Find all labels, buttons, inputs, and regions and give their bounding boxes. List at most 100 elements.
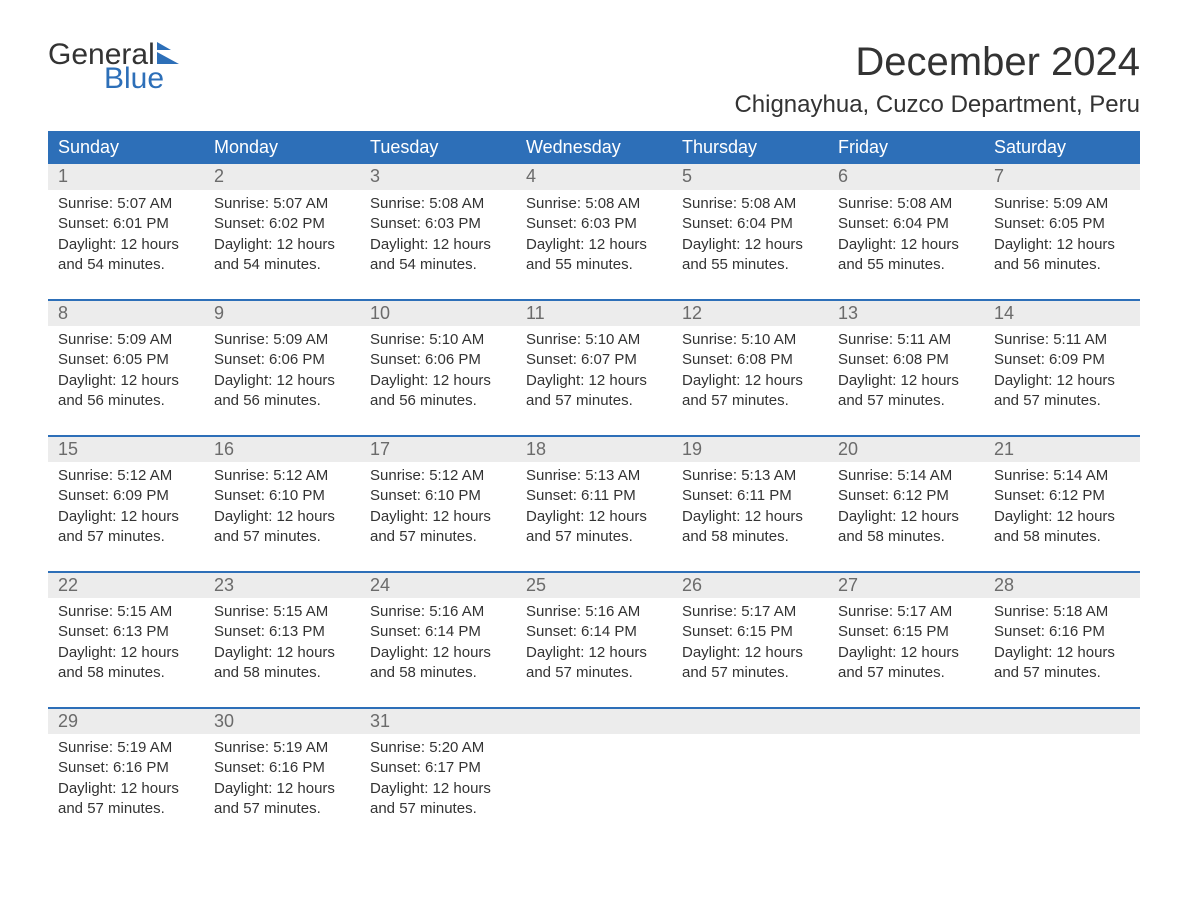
sunrise-text: Sunrise: 5:10 AM (370, 330, 506, 350)
day-body-cell: Sunrise: 5:19 AMSunset: 6:16 PMDaylight:… (204, 734, 360, 843)
day-body-cell: Sunrise: 5:10 AMSunset: 6:07 PMDaylight:… (516, 326, 672, 436)
sunrise-text: Sunrise: 5:07 AM (214, 194, 350, 214)
day-body-cell: Sunrise: 5:13 AMSunset: 6:11 PMDaylight:… (516, 462, 672, 572)
sunset-text: Sunset: 6:09 PM (994, 350, 1130, 370)
brand-logo: General Blue (48, 40, 187, 94)
daylight-line1: Daylight: 12 hours (526, 371, 662, 391)
daylight-line2: and 56 minutes. (58, 391, 194, 411)
daylight-line1: Daylight: 12 hours (994, 643, 1130, 663)
sunset-text: Sunset: 6:16 PM (214, 758, 350, 778)
day-number-cell: 14 (984, 300, 1140, 326)
sunrise-text: Sunrise: 5:08 AM (682, 194, 818, 214)
sunset-text: Sunset: 6:08 PM (838, 350, 974, 370)
day-number-cell: 16 (204, 436, 360, 462)
weekday-header-row: Sunday Monday Tuesday Wednesday Thursday… (48, 131, 1140, 164)
sunset-text: Sunset: 6:06 PM (370, 350, 506, 370)
day-number-cell: 17 (360, 436, 516, 462)
day-body-cell (984, 734, 1140, 843)
sunset-text: Sunset: 6:02 PM (214, 214, 350, 234)
sunset-text: Sunset: 6:06 PM (214, 350, 350, 370)
sunset-text: Sunset: 6:13 PM (214, 622, 350, 642)
daylight-line1: Daylight: 12 hours (214, 507, 350, 527)
sunrise-text: Sunrise: 5:14 AM (838, 466, 974, 486)
day-number-cell: 7 (984, 164, 1140, 190)
sunrise-text: Sunrise: 5:12 AM (370, 466, 506, 486)
day-body-cell: Sunrise: 5:20 AMSunset: 6:17 PMDaylight:… (360, 734, 516, 843)
sunrise-text: Sunrise: 5:17 AM (682, 602, 818, 622)
sunset-text: Sunset: 6:15 PM (838, 622, 974, 642)
daylight-line2: and 57 minutes. (994, 391, 1130, 411)
daylight-line2: and 58 minutes. (838, 527, 974, 547)
sunrise-text: Sunrise: 5:16 AM (370, 602, 506, 622)
sunset-text: Sunset: 6:08 PM (682, 350, 818, 370)
daylight-line2: and 57 minutes. (526, 391, 662, 411)
sunrise-text: Sunrise: 5:10 AM (526, 330, 662, 350)
daylight-line1: Daylight: 12 hours (682, 371, 818, 391)
day-body-cell: Sunrise: 5:07 AMSunset: 6:01 PMDaylight:… (48, 190, 204, 300)
sunset-text: Sunset: 6:04 PM (838, 214, 974, 234)
daylight-line1: Daylight: 12 hours (214, 235, 350, 255)
daylight-line2: and 57 minutes. (214, 527, 350, 547)
daylight-line2: and 57 minutes. (370, 799, 506, 819)
daylight-line2: and 57 minutes. (838, 663, 974, 683)
sunrise-text: Sunrise: 5:17 AM (838, 602, 974, 622)
location: Chignayhua, Cuzco Department, Peru (734, 91, 1140, 119)
daylight-line2: and 54 minutes. (370, 255, 506, 275)
day-number-cell: 24 (360, 572, 516, 598)
day-number-cell: 18 (516, 436, 672, 462)
sunset-text: Sunset: 6:11 PM (682, 486, 818, 506)
daylight-line1: Daylight: 12 hours (838, 371, 974, 391)
sunset-text: Sunset: 6:12 PM (838, 486, 974, 506)
weekday-header: Friday (828, 131, 984, 164)
day-number-cell: 19 (672, 436, 828, 462)
sunset-text: Sunset: 6:03 PM (526, 214, 662, 234)
daylight-line2: and 57 minutes. (994, 663, 1130, 683)
sunset-text: Sunset: 6:16 PM (994, 622, 1130, 642)
day-body-cell: Sunrise: 5:15 AMSunset: 6:13 PMDaylight:… (48, 598, 204, 708)
sunrise-text: Sunrise: 5:11 AM (838, 330, 974, 350)
day-body-cell: Sunrise: 5:08 AMSunset: 6:04 PMDaylight:… (672, 190, 828, 300)
sunrise-text: Sunrise: 5:20 AM (370, 738, 506, 758)
day-body-row: Sunrise: 5:12 AMSunset: 6:09 PMDaylight:… (48, 462, 1140, 572)
sunrise-text: Sunrise: 5:19 AM (214, 738, 350, 758)
day-number-cell: 31 (360, 708, 516, 734)
day-body-cell: Sunrise: 5:12 AMSunset: 6:09 PMDaylight:… (48, 462, 204, 572)
day-number-cell: 2 (204, 164, 360, 190)
daylight-line2: and 57 minutes. (838, 391, 974, 411)
daylight-line1: Daylight: 12 hours (838, 507, 974, 527)
sunset-text: Sunset: 6:09 PM (58, 486, 194, 506)
sunrise-text: Sunrise: 5:13 AM (526, 466, 662, 486)
day-number-cell: 27 (828, 572, 984, 598)
daylight-line2: and 57 minutes. (526, 663, 662, 683)
day-body-cell: Sunrise: 5:08 AMSunset: 6:03 PMDaylight:… (516, 190, 672, 300)
day-body-cell: Sunrise: 5:17 AMSunset: 6:15 PMDaylight:… (828, 598, 984, 708)
daylight-line2: and 56 minutes. (994, 255, 1130, 275)
day-number-cell: 12 (672, 300, 828, 326)
daylight-line2: and 56 minutes. (370, 391, 506, 411)
day-body-cell: Sunrise: 5:07 AMSunset: 6:02 PMDaylight:… (204, 190, 360, 300)
sunset-text: Sunset: 6:05 PM (58, 350, 194, 370)
day-number-cell: 4 (516, 164, 672, 190)
daylight-line2: and 57 minutes. (526, 527, 662, 547)
daylight-line2: and 56 minutes. (214, 391, 350, 411)
day-number-cell: 5 (672, 164, 828, 190)
daynum-row: 891011121314 (48, 300, 1140, 326)
day-body-row: Sunrise: 5:09 AMSunset: 6:05 PMDaylight:… (48, 326, 1140, 436)
sunset-text: Sunset: 6:16 PM (58, 758, 194, 778)
weekday-header: Saturday (984, 131, 1140, 164)
sunrise-text: Sunrise: 5:09 AM (214, 330, 350, 350)
day-body-cell (672, 734, 828, 843)
day-body-cell: Sunrise: 5:10 AMSunset: 6:06 PMDaylight:… (360, 326, 516, 436)
daylight-line1: Daylight: 12 hours (838, 235, 974, 255)
day-number-cell: 11 (516, 300, 672, 326)
daylight-line2: and 57 minutes. (58, 527, 194, 547)
day-number-cell: 30 (204, 708, 360, 734)
daylight-line1: Daylight: 12 hours (58, 507, 194, 527)
day-number-cell: 8 (48, 300, 204, 326)
daylight-line1: Daylight: 12 hours (370, 371, 506, 391)
day-body-cell: Sunrise: 5:11 AMSunset: 6:08 PMDaylight:… (828, 326, 984, 436)
daylight-line2: and 55 minutes. (526, 255, 662, 275)
day-number-cell: 29 (48, 708, 204, 734)
daylight-line1: Daylight: 12 hours (58, 371, 194, 391)
daylight-line1: Daylight: 12 hours (838, 643, 974, 663)
